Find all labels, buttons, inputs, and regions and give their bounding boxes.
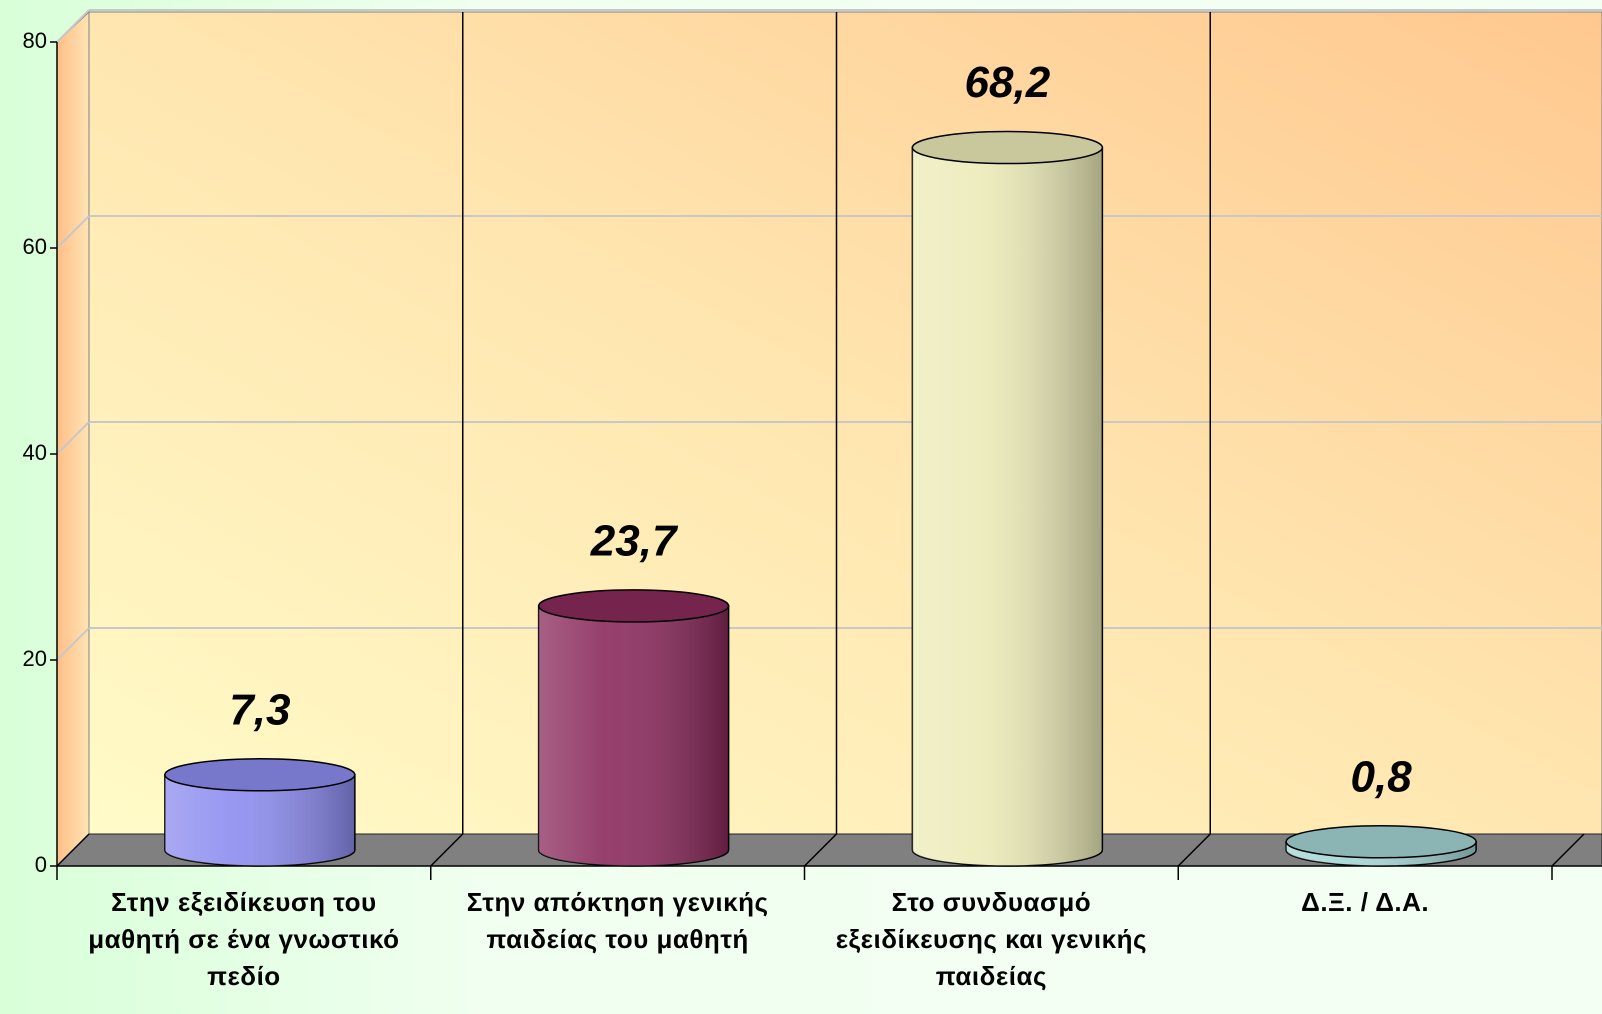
y-tick-label: 0: [35, 852, 47, 877]
x-tick-label: Στο συνδυασμό εξειδίκευσης και γενικής π…: [835, 887, 1148, 991]
floor-divider: [1551, 833, 1585, 867]
y-tick-label: 40: [23, 440, 47, 465]
bar-top: [1285, 825, 1477, 859]
y-tick-label: 20: [23, 646, 47, 671]
bar-top: [164, 758, 356, 792]
value-label: 0,8: [1351, 752, 1413, 801]
grid-line: [56, 627, 90, 661]
bar-shading: [538, 605, 729, 866]
y-tick-label: 80: [23, 28, 47, 53]
grid-line: [56, 215, 90, 249]
value-label: 7,3: [229, 685, 290, 734]
bar-top: [537, 589, 730, 623]
grid-line: [56, 9, 90, 43]
x-tick-label: Δ.Ξ. / Δ.Α.: [1301, 887, 1430, 917]
grid-line: [56, 421, 90, 455]
floor-divider: [1177, 833, 1211, 867]
floor-divider: [430, 833, 464, 867]
bar-shading: [164, 774, 355, 866]
value-label: 23,7: [590, 517, 679, 566]
bar-top: [911, 130, 1104, 165]
bar-shading: [912, 147, 1103, 867]
floor-divider: [803, 833, 838, 867]
floor-divider: [56, 833, 90, 867]
y-tick-label: 60: [23, 234, 47, 259]
x-tick-label: Στην απόκτηση γενικής παιδείας του μαθητ…: [466, 887, 769, 954]
value-label: 68,2: [965, 58, 1051, 107]
x-tick-label: Στην εξειδίκευση του μαθητή σε ένα γνωστ…: [88, 887, 400, 991]
